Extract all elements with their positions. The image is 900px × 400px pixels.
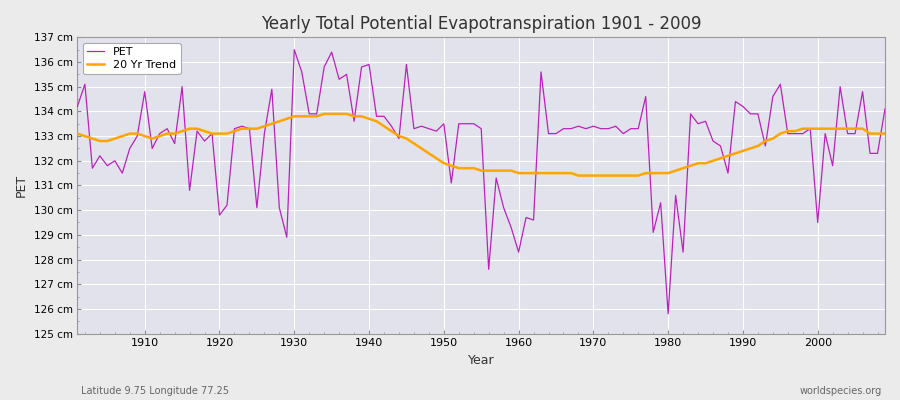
Legend: PET, 20 Yr Trend: PET, 20 Yr Trend [83, 43, 181, 74]
20 Yr Trend [72, 131, 83, 136]
20 Yr Trend [348, 114, 359, 119]
Line: 20 Yr Trend: 20 Yr Trend [77, 114, 885, 176]
Title: Yearly Total Potential Evapotranspiration 1901 - 2009: Yearly Total Potential Evapotranspiratio… [261, 15, 701, 33]
X-axis label: Year: Year [468, 354, 494, 367]
Text: Latitude 9.75 Longitude 77.25: Latitude 9.75 Longitude 77.25 [81, 386, 229, 396]
20 Yr Trend [521, 171, 532, 176]
PET [289, 47, 300, 52]
PET [610, 124, 621, 129]
20 Yr Trend [879, 131, 890, 136]
PET [879, 106, 890, 111]
20 Yr Trend [513, 171, 524, 176]
PET [348, 119, 359, 124]
PET [72, 104, 83, 109]
Y-axis label: PET: PET [15, 174, 28, 197]
PET [131, 134, 142, 138]
20 Yr Trend [319, 112, 329, 116]
20 Yr Trend [618, 173, 629, 178]
PET [513, 250, 524, 254]
20 Yr Trend [573, 173, 584, 178]
PET [662, 312, 673, 316]
Line: PET: PET [77, 50, 885, 314]
PET [521, 215, 532, 220]
20 Yr Trend [131, 131, 142, 136]
PET [304, 112, 315, 116]
20 Yr Trend [296, 114, 307, 119]
Text: worldspecies.org: worldspecies.org [800, 386, 882, 396]
